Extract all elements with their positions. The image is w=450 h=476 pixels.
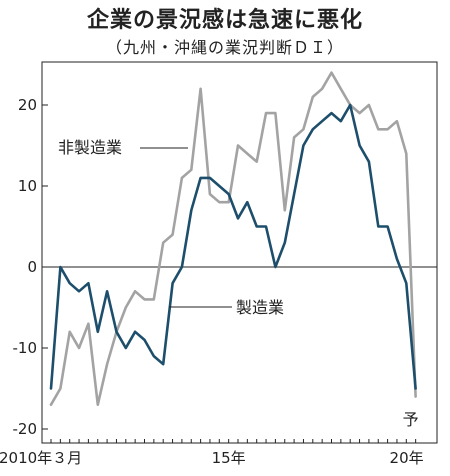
y-tick-label: 0 (27, 258, 37, 276)
y-tick-label: -20 (13, 420, 38, 438)
y-tick-label: -10 (13, 339, 38, 357)
x-tick-label: 15年 (212, 449, 246, 467)
y-tick-label: 20 (18, 96, 37, 114)
series-line-non-manufacturing (49, 71, 417, 407)
series-line-manufacturing (49, 103, 417, 390)
chart-subtitle: （九州・沖縄の業況判断ＤＩ） (105, 38, 344, 57)
series-label-manufacturing: 製造業 (236, 298, 284, 317)
x-tick-label: 2010年３月 (0, 449, 82, 467)
x-tick-label: 20年 (390, 449, 424, 467)
y-tick-label: 10 (18, 177, 37, 195)
series-label-non-manufacturing: 非製造業 (58, 138, 122, 157)
forecast-label: 予 (403, 410, 419, 429)
chart-title: 企業の景況感は急速に悪化 (86, 8, 363, 33)
plot-frame (41, 61, 438, 444)
